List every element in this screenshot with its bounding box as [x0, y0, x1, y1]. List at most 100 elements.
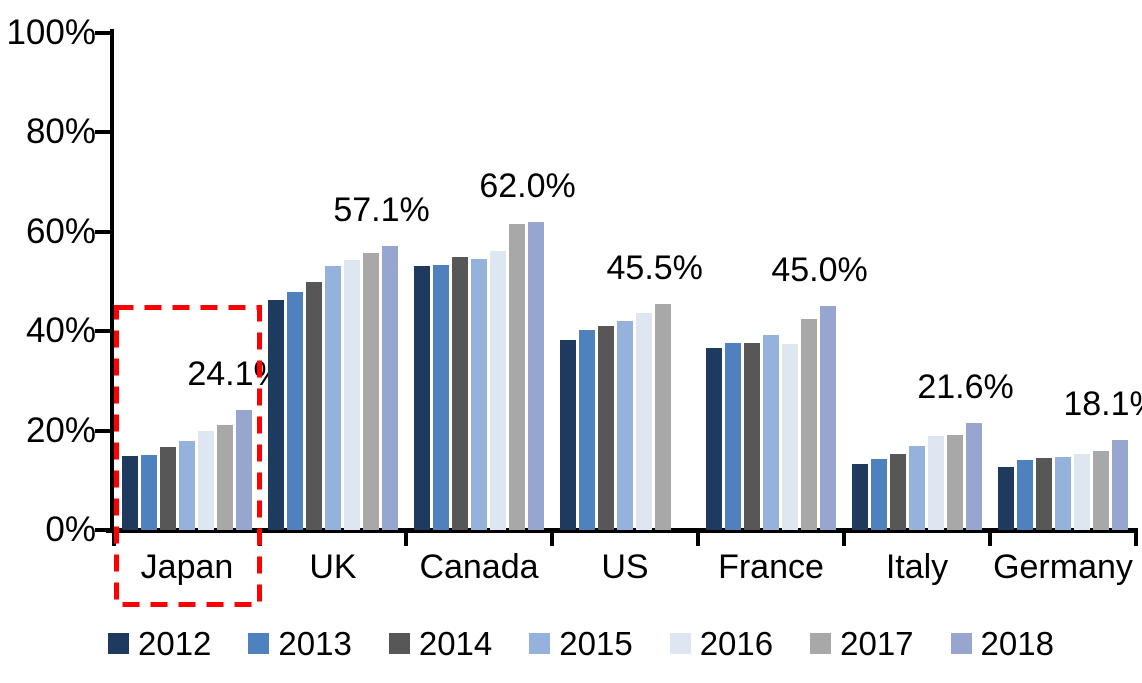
x-axis-category-label: Japan	[140, 548, 234, 586]
y-axis-tick-label: 100%	[6, 13, 96, 52]
legend-item-2014: 2014	[388, 625, 493, 662]
legend-item-2015: 2015	[529, 625, 633, 662]
legend-label-2017: 2017	[840, 625, 914, 662]
x-tick	[988, 530, 992, 546]
legend-item-2018: 2018	[950, 625, 1054, 662]
legend: 2012 2013 2014 2015 2016 2017 2018	[108, 627, 1054, 660]
legend-label-2018: 2018	[980, 625, 1054, 662]
x-axis-category-label: US	[601, 548, 649, 586]
bar-canada-2017	[508, 223, 525, 530]
bar-us-2012	[560, 340, 577, 530]
legend-label-2013: 2013	[278, 625, 352, 662]
bar-uk-2018	[381, 246, 398, 530]
x-axis-category-label: France	[718, 548, 824, 586]
bar-germany-2015	[1055, 456, 1071, 530]
bar-canada-2018	[527, 221, 544, 530]
bar-uk-2013	[287, 291, 304, 530]
bar-us-2014	[598, 326, 615, 530]
bar-france-2013	[725, 342, 742, 530]
bar-canada-2013	[433, 264, 450, 530]
bar-france-2012	[706, 348, 723, 530]
x-axis-category-label: Canada	[419, 548, 539, 586]
bar-france-2016	[781, 344, 798, 530]
bar-canada-2012	[414, 266, 431, 530]
data-label-uk: 57.1%	[333, 191, 430, 230]
y-tick	[95, 31, 112, 35]
bar-canada-2015	[471, 258, 487, 530]
legend-swatch-2018	[950, 633, 972, 654]
y-axis-tick-label: 60%	[25, 211, 96, 251]
bar-germany-2018	[1111, 440, 1128, 530]
bar-japan-2018	[235, 410, 252, 530]
y-axis-tick-label: 20%	[25, 410, 96, 450]
bar-france-2017	[800, 319, 817, 530]
bar-italy-2012	[852, 463, 869, 530]
bar-italy-2016	[927, 436, 944, 530]
bar-us-2016	[635, 313, 652, 530]
y-axis-tick-label: 80%	[25, 112, 96, 152]
legend-swatch-2015	[529, 633, 551, 654]
y-tick	[95, 428, 112, 433]
bar-canada-2014	[452, 257, 469, 530]
bar-italy-2013	[871, 459, 888, 530]
legend-item-2012: 2012	[108, 627, 211, 660]
bar-japan-2017	[216, 424, 233, 530]
data-label-italy: 21.6%	[917, 367, 1014, 406]
bar-japan-2016	[197, 431, 214, 530]
bar-uk-2014	[306, 281, 323, 530]
bar-germany-2017	[1092, 450, 1109, 530]
y-axis-line	[110, 29, 114, 532]
data-label-germany: 18.1%	[1063, 385, 1142, 424]
bar-uk-2017	[362, 253, 379, 530]
y-tick	[95, 329, 112, 334]
legend-swatch-2013	[248, 633, 270, 654]
x-axis-category-label: Germany	[993, 548, 1133, 586]
bar-germany-2014	[1036, 457, 1053, 530]
y-axis-tick-label: 40%	[25, 311, 96, 351]
bar-us-2017	[654, 303, 671, 530]
legend-swatch-2012	[108, 633, 129, 654]
legend-label-2014: 2014	[418, 625, 493, 662]
bar-france-2018	[819, 306, 836, 530]
legend-item-2017: 2017	[810, 625, 914, 662]
bar-uk-2016	[343, 260, 360, 530]
x-tick	[550, 530, 554, 546]
bar-germany-2013	[1017, 459, 1034, 530]
bar-us-2013	[579, 329, 596, 530]
legend-label-2016: 2016	[699, 625, 774, 662]
y-tick	[95, 528, 112, 532]
y-tick	[95, 130, 112, 135]
bar-italy-2017	[946, 435, 963, 530]
legend-label-2012: 2012	[138, 625, 212, 662]
data-label-us: 45.5%	[606, 248, 703, 287]
bar-france-2015	[763, 335, 779, 530]
legend-item-2013: 2013	[248, 625, 352, 662]
y-tick	[95, 229, 112, 234]
x-tick	[696, 530, 700, 546]
x-axis-category-label: Italy	[885, 548, 949, 586]
x-tick	[1134, 530, 1138, 546]
data-label-canada: 62.0%	[479, 166, 576, 205]
legend-item-2016: 2016	[669, 625, 774, 662]
bar-italy-2015	[909, 446, 925, 530]
bar-france-2014	[744, 343, 761, 530]
legend-swatch-2014	[388, 633, 410, 654]
x-axis-category-label: UK	[309, 548, 357, 586]
bar-germany-2012	[998, 467, 1015, 530]
x-tick	[112, 530, 116, 546]
bar-uk-2015	[325, 265, 341, 530]
x-tick	[404, 530, 408, 546]
bar-canada-2016	[489, 251, 506, 530]
bar-japan-2013	[141, 455, 158, 530]
x-axis-line	[106, 528, 1138, 533]
bar-japan-2015	[179, 440, 195, 530]
bar-uk-2012	[268, 299, 285, 530]
bar-italy-2014	[890, 453, 907, 530]
bar-japan-2012	[122, 455, 139, 530]
x-tick	[842, 530, 846, 546]
legend-swatch-2017	[810, 633, 832, 654]
bar-italy-2018	[965, 422, 982, 530]
legend-label-2015: 2015	[559, 625, 633, 662]
bar-japan-2014	[160, 447, 177, 530]
